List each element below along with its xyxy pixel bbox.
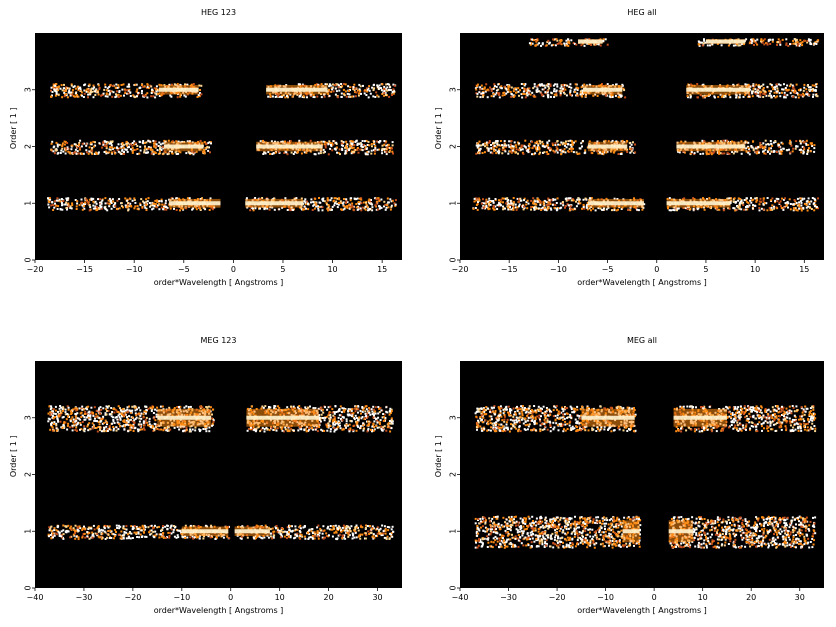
order-band-3 [474, 405, 817, 433]
y-tick-label: 1 [24, 529, 33, 534]
x-tick-label: −10 [173, 593, 190, 602]
x-tick-label: 10 [327, 265, 337, 274]
y-axis-label: Order [ 1 ] [9, 435, 18, 477]
x-axis-label: order*Wavelength [ Angstroms ] [577, 606, 707, 615]
panel-title: MEG all [627, 336, 657, 345]
panel-2: HEG all −20 −15 −10 −5 0 5 10 15 0 1 2 3 order*Wavele… [434, 8, 824, 287]
y-tick-label: 1 [449, 201, 458, 206]
y-tick-label: 2 [24, 144, 33, 149]
heatmap-data [47, 405, 395, 541]
order-band-1 [47, 524, 395, 541]
x-tick-label: 5 [703, 265, 708, 274]
heatmap-data [474, 405, 817, 549]
panel-title: HEG 123 [201, 8, 236, 17]
y-tick-label: 2 [449, 472, 458, 477]
x-tick-label: −10 [550, 265, 567, 274]
y-axis-label: Order [ 1 ] [9, 107, 18, 149]
y-tick-label: 2 [449, 144, 458, 149]
x-tick-label: 0 [231, 265, 236, 274]
panel-3: MEG 123 −40 −30 −20 −10 0 10 20 30 0 1 2 3 order*Wave… [9, 336, 402, 615]
x-tick-label: −10 [126, 265, 143, 274]
x-tick-label: −5 [602, 265, 614, 274]
y-tick-label: 0 [24, 257, 33, 262]
order-band-3 [47, 405, 394, 433]
y-tick-label: 2 [24, 472, 33, 477]
x-tick-label: −30 [500, 593, 517, 602]
order-band-1 [472, 197, 819, 212]
order-band-3 [50, 83, 397, 99]
panel-4: MEG all −40 −30 −20 −10 0 10 20 30 0 1 2 3 order*Wave… [434, 336, 824, 615]
heatmap-data [47, 83, 397, 212]
x-tick-label: −20 [124, 593, 141, 602]
x-tick-label: 20 [746, 593, 756, 602]
x-tick-label: −20 [452, 265, 469, 274]
y-tick-label: 0 [449, 257, 458, 262]
y-tick-label: 3 [24, 415, 33, 420]
y-axis-label: Order [ 1 ] [434, 107, 443, 149]
x-tick-label: 0 [654, 265, 659, 274]
order-band-3 [474, 83, 819, 99]
order-band-1 [47, 197, 397, 212]
x-tick-label: −30 [75, 593, 92, 602]
plot-area [35, 361, 402, 588]
y-tick-label: 1 [24, 201, 33, 206]
panel-title: MEG 123 [201, 336, 237, 345]
x-tick-label: 10 [275, 593, 285, 602]
plot-area [35, 33, 402, 260]
panel-title: HEG all [627, 8, 656, 17]
x-axis-label: order*Wavelength [ Angstroms ] [154, 606, 284, 615]
x-tick-label: 10 [750, 265, 760, 274]
plot-area [460, 361, 824, 588]
x-tick-label: 5 [280, 265, 285, 274]
x-tick-label: 10 [698, 593, 708, 602]
x-tick-label: −40 [27, 593, 44, 602]
x-tick-label: −15 [76, 265, 93, 274]
x-tick-label: −15 [501, 265, 518, 274]
x-tick-label: 15 [799, 265, 809, 274]
x-tick-label: −20 [549, 593, 566, 602]
heatmap-data [472, 38, 820, 212]
x-tick-label: −20 [27, 265, 44, 274]
x-tick-label: 20 [324, 593, 334, 602]
x-tick-label: −40 [452, 593, 469, 602]
y-axis-label: Order [ 1 ] [434, 435, 443, 477]
x-tick-label: 15 [377, 265, 387, 274]
y-tick-label: 3 [449, 415, 458, 420]
y-tick-label: 3 [449, 87, 458, 92]
order-band-1 [474, 515, 817, 549]
x-tick-label: 30 [795, 593, 805, 602]
order-band-3.85 [528, 38, 820, 47]
y-tick-label: 0 [449, 585, 458, 590]
y-tick-label: 0 [24, 585, 33, 590]
x-tick-label: 0 [228, 593, 233, 602]
y-tick-label: 3 [24, 87, 33, 92]
x-tick-label: 0 [652, 593, 657, 602]
order-band-2 [50, 139, 394, 156]
x-tick-label: −5 [178, 265, 190, 274]
x-axis-label: order*Wavelength [ Angstroms ] [154, 278, 284, 287]
panel-1: HEG 123 −20 −15 −10 −5 0 5 10 15 0 1 2 3 order*Wavele… [9, 8, 402, 287]
x-axis-label: order*Wavelength [ Angstroms ] [577, 278, 707, 287]
order-band-2 [475, 139, 816, 156]
x-tick-label: −10 [597, 593, 614, 602]
x-tick-label: 30 [372, 593, 382, 602]
y-tick-label: 1 [449, 529, 458, 534]
